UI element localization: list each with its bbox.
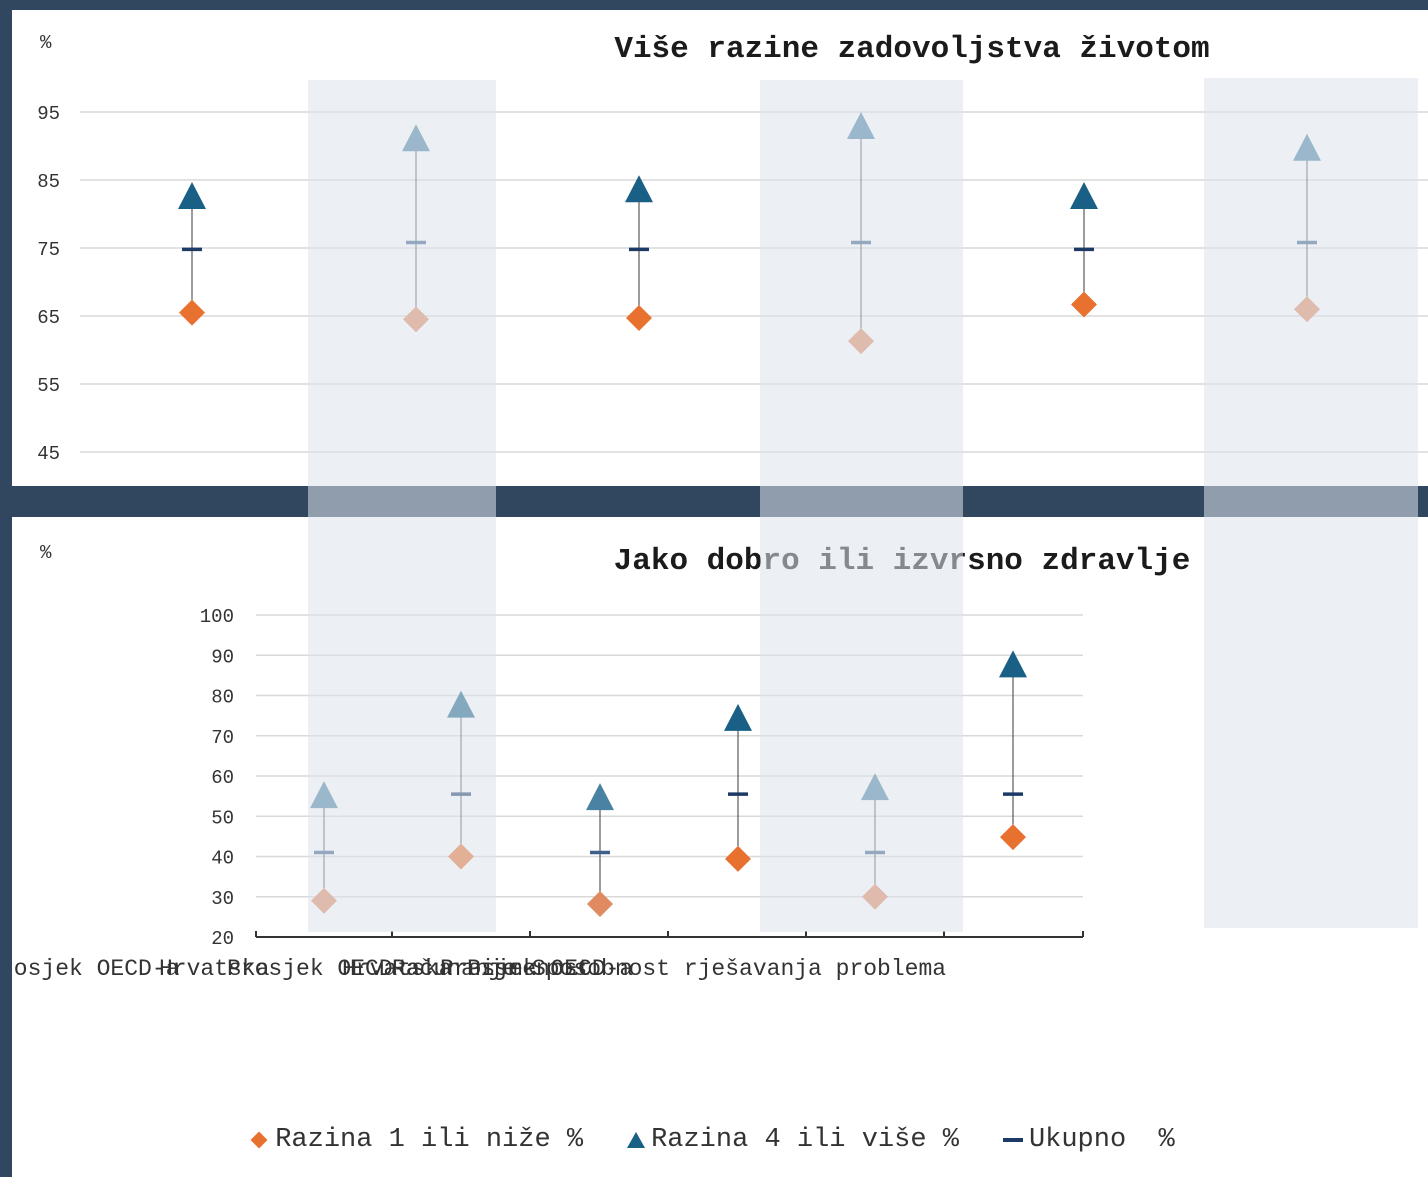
razina-1-marker [862, 883, 888, 910]
top-marks [178, 111, 1321, 355]
y-tick-label: 85 [37, 171, 60, 193]
y-tick-label: 75 [37, 239, 60, 261]
y-tick-label: 65 [37, 307, 60, 329]
razina-4-marker [999, 650, 1027, 678]
y-tick-label: 95 [37, 103, 60, 125]
legend-label-razina-4: Razina 4 ili više % [651, 1125, 959, 1155]
diamond-icon [250, 1131, 268, 1149]
razina-4-marker [847, 111, 875, 139]
y-tick-label: 50 [211, 807, 234, 829]
category-label: Računanje [392, 956, 516, 982]
razina-1-marker [403, 306, 429, 333]
chart-panel-top: 45 55 65 75 85 95 % Više razine zadovoljstva … [12, 10, 1428, 486]
razina-1-marker [626, 305, 652, 332]
razina-1-marker [848, 328, 874, 355]
razina-4-marker [1293, 133, 1321, 161]
razina-1-marker [448, 843, 474, 870]
legend-item-razina-4: Razina 4 ili više % [627, 1125, 959, 1155]
y-tick-label: 20 [211, 928, 234, 950]
y-tick-label: 100 [200, 606, 234, 628]
legend: Razina 1 ili niže % Razina 4 ili više % … [0, 1120, 1428, 1160]
category-label: Prosjek OECD-a [440, 956, 633, 982]
bottom-unit-label: % [40, 542, 52, 564]
razina-4-marker [586, 783, 614, 811]
legend-label-razina-1: Razina 1 ili niže % [275, 1125, 584, 1155]
bottom-chart-title: Jako dobro ili izvrsno zdravlje [614, 544, 1191, 579]
razina-4-marker [447, 690, 475, 718]
razina-1-marker [587, 890, 613, 917]
dash-icon [1002, 1138, 1023, 1142]
razina-1-marker [179, 299, 205, 326]
razina-4-marker [178, 182, 206, 209]
razina-4-marker [861, 773, 889, 801]
razina-4-marker [724, 703, 752, 731]
y-tick-label: 90 [211, 646, 234, 668]
razina-4-marker [1070, 182, 1098, 209]
razina-1-marker [1294, 296, 1320, 323]
chart-panel-bottom: 20 30 40 50 60 70 80 90 100 rosjek OECD-a Hrvatsk… [12, 517, 1428, 1177]
y-tick-label: 40 [211, 848, 234, 870]
category-label: rosjek OECD-a [12, 956, 180, 982]
y-tick-label: 80 [211, 687, 234, 709]
razina-1-marker [311, 887, 337, 914]
top-chart-title: Više razine zadovoljstva životom [614, 32, 1209, 67]
category-label: Hrvatska [342, 956, 453, 982]
y-tick-label: 60 [211, 767, 234, 789]
legend-label-ukupno: Ukupno % [1028, 1125, 1175, 1155]
category-label: Pismenost [467, 956, 591, 982]
razina-4-marker [402, 124, 430, 152]
top-unit-label: % [40, 32, 52, 54]
y-tick-label: 55 [37, 375, 60, 397]
life-satisfaction-chart: 45 55 65 75 85 95 % Više razine zadovoljstva … [37, 32, 1428, 465]
razina-1-marker [1071, 291, 1097, 318]
category-label: Hrvatska [159, 956, 270, 982]
category-label: Prosjek OECD-a [227, 956, 420, 982]
y-tick-label: 30 [211, 888, 234, 910]
legend-item-razina-1: Razina 1 ili niže % [250, 1125, 584, 1155]
razina-1-marker [725, 845, 751, 872]
y-tick-label: 70 [211, 727, 234, 749]
y-tick-label: 45 [37, 443, 60, 465]
category-label: Sposobnost rješavanja problema [532, 956, 946, 982]
bottom-marks [310, 650, 1027, 917]
razina-4-marker [310, 781, 338, 809]
razina-1-marker [1000, 824, 1026, 851]
legend-item-ukupno: Ukupno % [1002, 1125, 1175, 1155]
triangle-icon [627, 1132, 646, 1148]
top-grid: 45 55 65 75 85 95 [37, 103, 1428, 465]
razina-4-marker [625, 175, 653, 203]
